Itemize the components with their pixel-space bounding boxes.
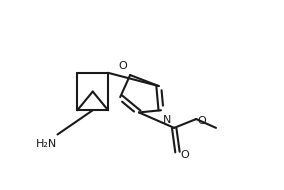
Text: H₂N: H₂N [36, 139, 57, 149]
Text: O: O [181, 150, 189, 160]
Text: O: O [118, 61, 127, 71]
Text: N: N [163, 115, 172, 125]
Text: O: O [197, 116, 206, 126]
